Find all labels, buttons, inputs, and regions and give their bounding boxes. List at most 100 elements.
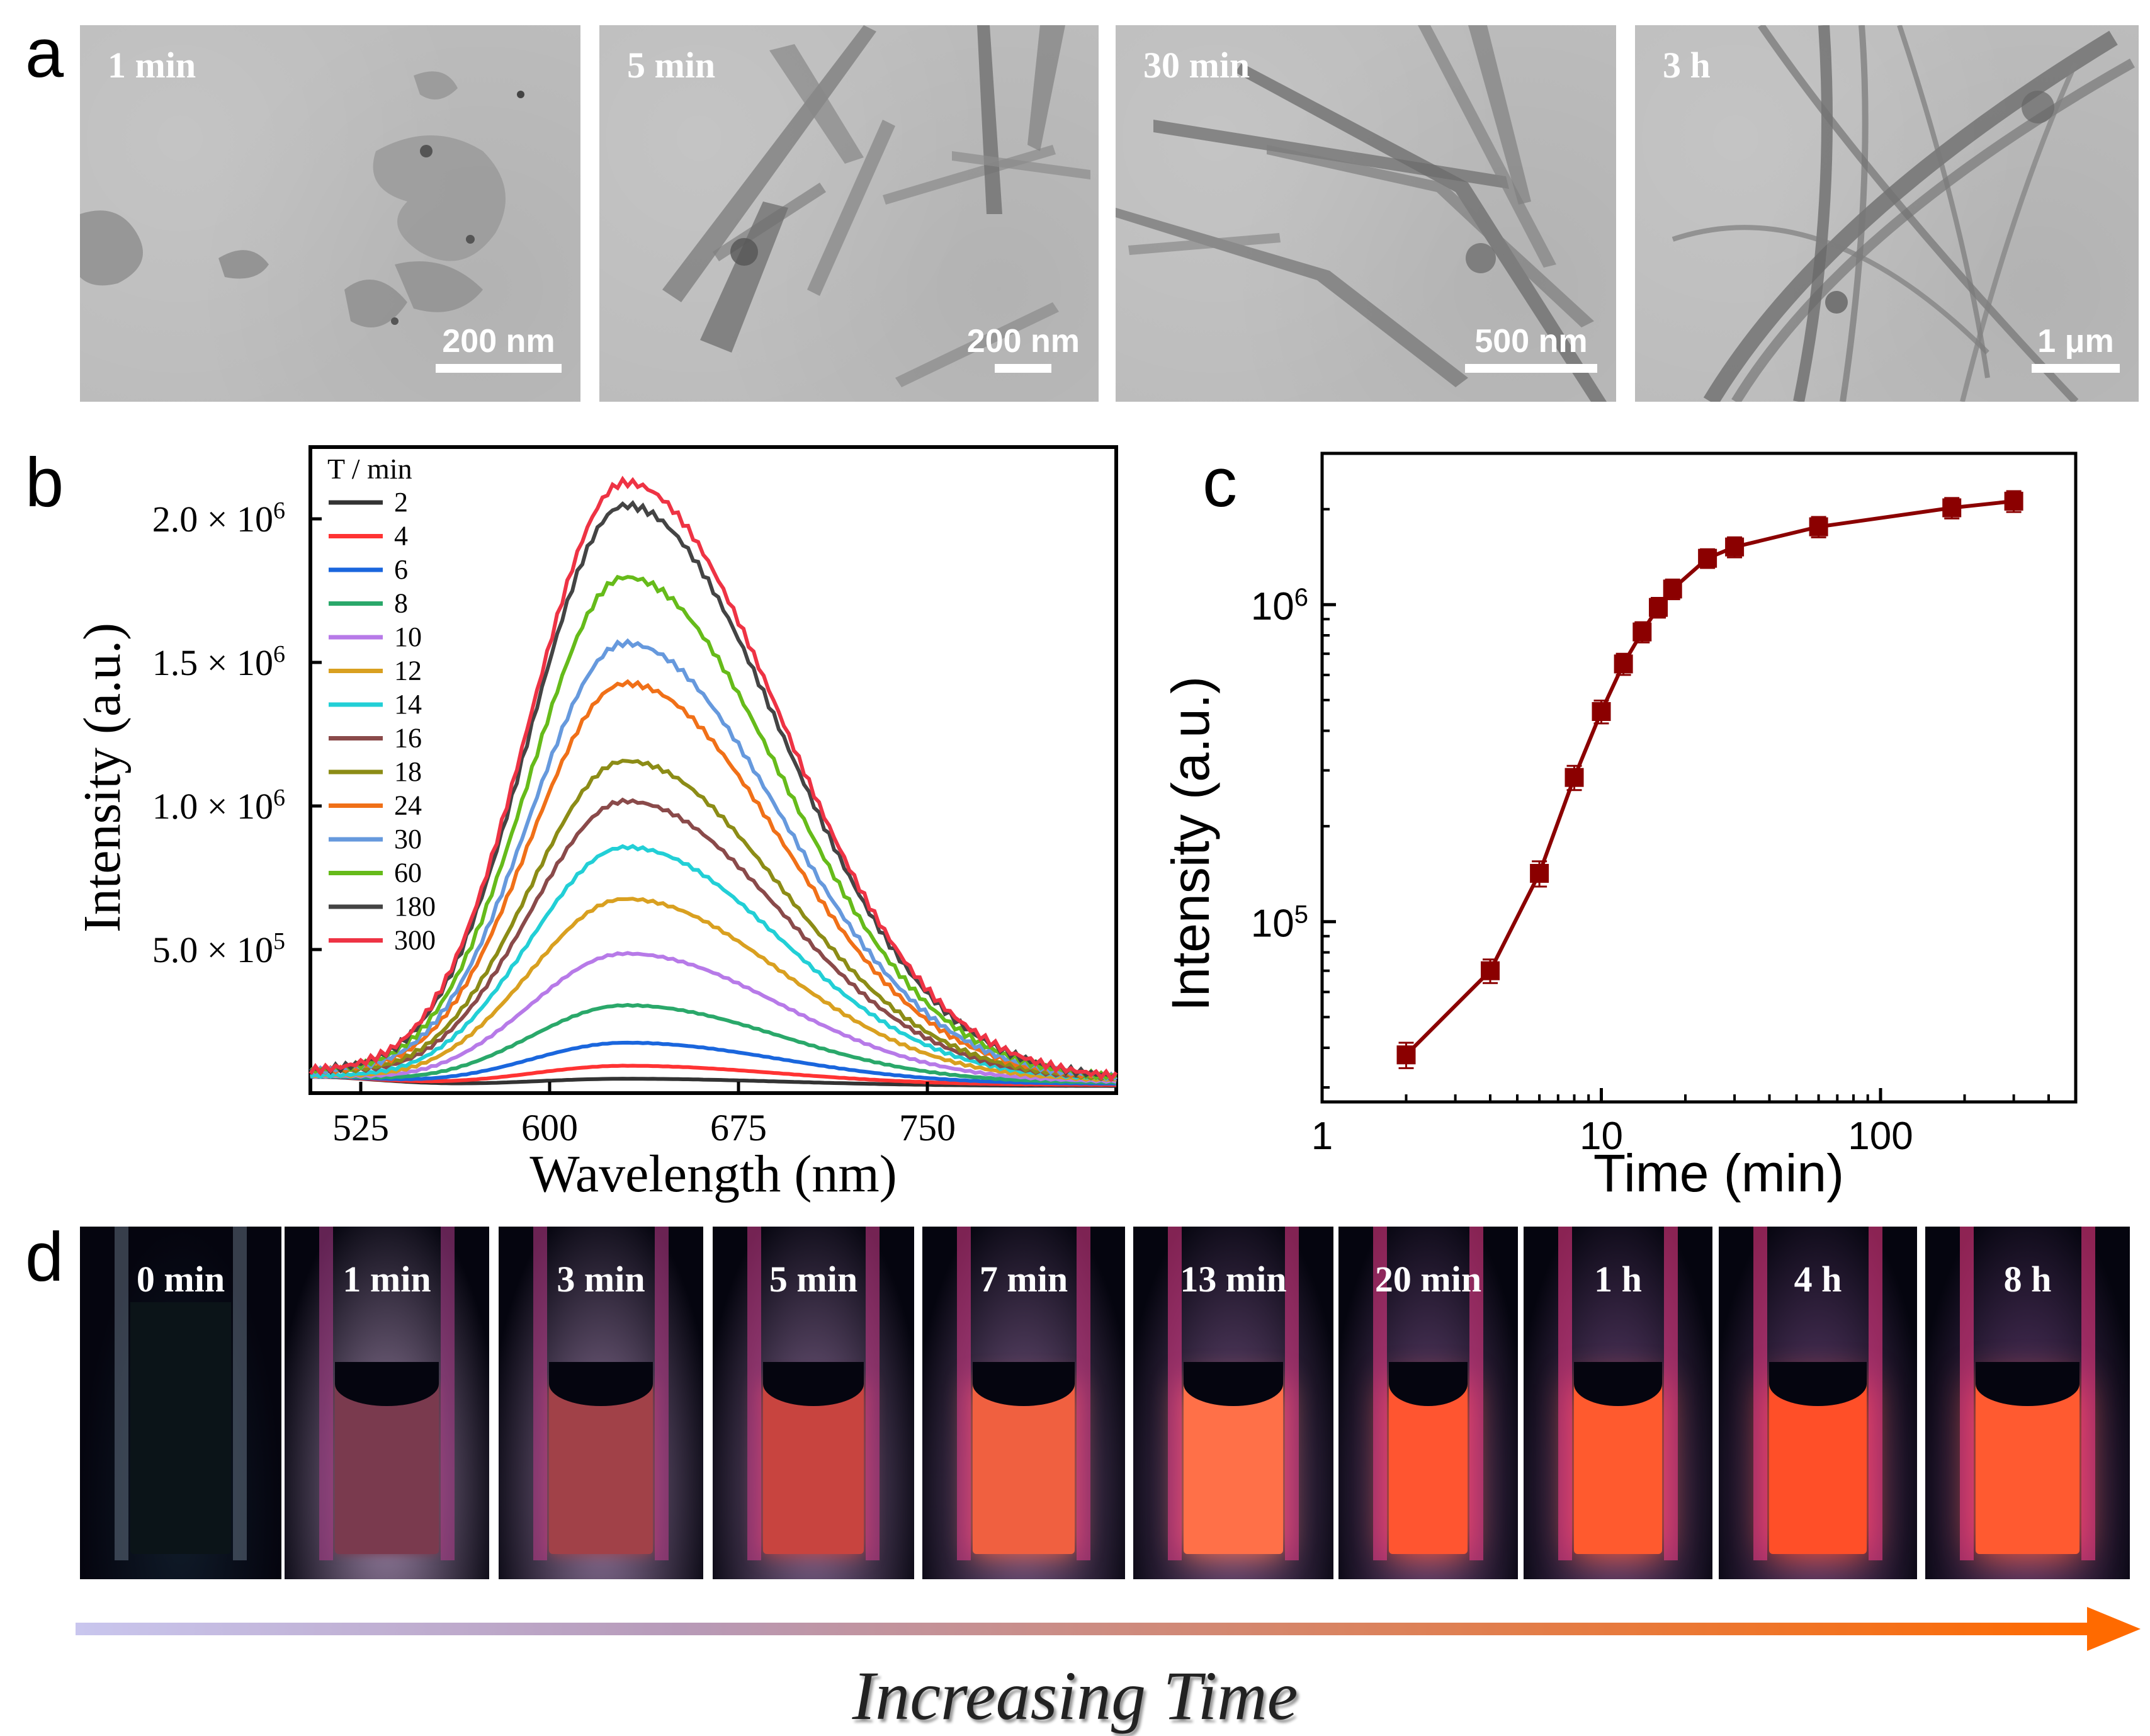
chart-c-point [1396, 1045, 1416, 1065]
tem-particles [80, 71, 524, 327]
cuvette-wall [1077, 1227, 1090, 1560]
cuvette-liquid [1769, 1384, 1867, 1554]
chart-c-point [1942, 498, 1962, 518]
cuvette-liquid [1976, 1384, 2079, 1554]
panel-label-b: b [25, 444, 64, 521]
cuvette-photo: 13 min [1133, 1227, 1333, 1579]
cuvette-wall [1753, 1227, 1767, 1560]
cuvette-time-label: 1 min [342, 1259, 431, 1300]
cuvette-time-label: 0 min [136, 1259, 225, 1300]
chart-b-series-10 [310, 951, 1117, 1084]
chart-b-legend-label: 6 [394, 554, 408, 585]
panel-label-a: a [25, 14, 64, 92]
scale-bar-label: 500 nm [1474, 323, 1588, 360]
chart-b-legend-label: 30 [394, 824, 422, 854]
chart-b-legend-label: 4 [394, 521, 408, 552]
chart-b-legend-label: 60 [394, 858, 422, 888]
tem-image-3: 30 min 500 nm [1116, 25, 1616, 402]
chart-b-ytick-label: 1.5 × 106 [152, 641, 285, 683]
cuvette-liquid [1574, 1384, 1662, 1554]
tem-nanosheets [662, 25, 1090, 387]
chart-b-legend-label: 8 [394, 588, 408, 619]
chart-c-plot-frame [1320, 451, 2078, 1104]
cuvette-liquid [549, 1384, 653, 1554]
chart-b-series-group [308, 475, 1118, 1088]
chart-c-ytick-label: 105 [1251, 901, 1308, 946]
cuvette-liquid [335, 1384, 439, 1554]
chart-b-xtick-label: 750 [899, 1107, 956, 1149]
chart-b-legend-label: 2 [394, 487, 408, 518]
cuvette-wall [115, 1227, 128, 1560]
tem-background [1116, 25, 1616, 402]
cuvette-liquid [973, 1384, 1075, 1554]
chart-c-point [1592, 702, 1611, 722]
chart-b-xtick-label: 525 [332, 1107, 389, 1149]
cuvette-wall [747, 1227, 761, 1560]
intensity-time-chart: 1 10 100 105 106 Time (min) Intensity (a.u.) [1161, 451, 2078, 1203]
chart-c-point [1809, 517, 1828, 536]
cuvette-wall [1869, 1227, 1882, 1560]
chart-c-line [1405, 499, 2014, 1057]
chart-b-legend-label: 14 [394, 689, 422, 720]
cuvette-time-label: 1 h [1594, 1259, 1642, 1300]
chart-c-xtick-label: 100 [1848, 1115, 1913, 1158]
cuvette-meniscus [1389, 1362, 1468, 1406]
cuvette-photo: 8 h [1925, 1227, 2130, 1579]
chart-b-series-300 [308, 475, 1118, 1082]
panel-label-d: d [25, 1218, 64, 1296]
cuvette-liquid [130, 1302, 231, 1554]
chart-c-point [1649, 598, 1668, 617]
tem-time-label: 30 min [1143, 45, 1250, 86]
cuvette-time-label: 13 min [1180, 1259, 1287, 1300]
chart-c-series-group [1396, 490, 2023, 1069]
cuvette-time-label: 7 min [979, 1259, 1068, 1300]
tem-bundles [1672, 25, 2135, 402]
cuvette-time-label: 5 min [769, 1259, 858, 1300]
chart-b-series-30 [308, 638, 1118, 1082]
scale-bar-label: 200 nm [442, 323, 555, 360]
cuvette-wall [1373, 1227, 1387, 1560]
chart-b-series-4 [310, 1064, 1117, 1087]
chart-b-series-14 [309, 844, 1117, 1082]
emission-spectra-chart: 525 600 675 750 5.0 × 105 1.0 × 106 1.5 × 106 2… [73, 445, 1118, 1203]
chart-b-legend-title: T / min [327, 453, 412, 485]
cuvette-photo: 7 min [922, 1227, 1125, 1579]
cuvette-wall [2081, 1227, 2095, 1560]
chart-c-point [1663, 579, 1682, 599]
chart-b-legend-label: 18 [394, 756, 422, 787]
chart-c-xlabel: Time (min) [1593, 1143, 1844, 1203]
tem-image-1: 1 min 200 nm [80, 25, 580, 402]
chart-b-series-180 [309, 500, 1117, 1080]
chart-b-legend-label: 12 [394, 655, 422, 686]
scale-bar: 1 μm [2032, 322, 2120, 373]
chart-b-ytick-label: 2.0 × 106 [152, 497, 285, 540]
cuvette-meniscus [973, 1362, 1075, 1406]
cuvette-wall [866, 1227, 880, 1560]
chart-b-series-16 [309, 797, 1117, 1082]
chart-c-point [1481, 961, 1500, 980]
cuvette-time-label: 3 min [557, 1259, 645, 1300]
chart-b-series-18 [309, 759, 1117, 1081]
cuvette-wall [957, 1227, 971, 1560]
chart-b-series-24 [309, 679, 1117, 1081]
cuvette-liquid [1389, 1384, 1468, 1554]
chart-c-point [1564, 768, 1584, 787]
cuvette-wall [1285, 1227, 1299, 1560]
tem-time-label: 5 min [627, 45, 716, 86]
tem-image-4: 3 h 1 μm [1635, 25, 2139, 402]
cuvette-liquid [763, 1384, 864, 1554]
chart-c-point [1698, 548, 1717, 568]
cuvette-photo: 20 min [1338, 1227, 1518, 1579]
chart-b-ylabel: Intensity (a.u.) [73, 623, 132, 933]
scale-bar: 200 nm [436, 322, 562, 373]
cuvette-meniscus [549, 1362, 653, 1406]
cuvette-photo: 1 min [285, 1227, 489, 1579]
cuvette-time-label: 8 h [2003, 1259, 2052, 1300]
chart-b-series-60 [309, 574, 1117, 1081]
chart-b-series-12 [310, 897, 1117, 1082]
cuvette-photo: 5 min [713, 1227, 914, 1579]
scale-bar-label: 200 nm [966, 323, 1080, 360]
tem-background [1635, 25, 2139, 402]
cuvette-wall [533, 1227, 547, 1560]
chart-c-point [1725, 537, 1745, 557]
